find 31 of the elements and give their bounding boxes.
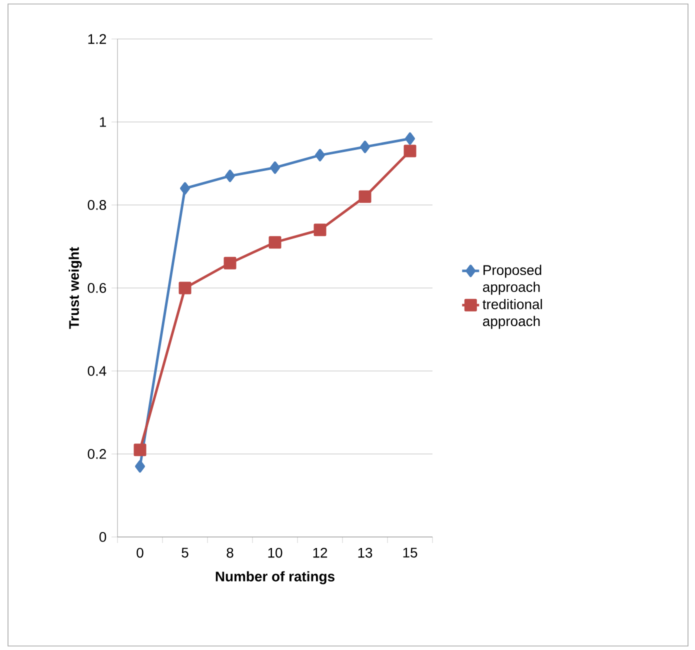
- x-axis-title: Number of ratings: [216, 571, 334, 584]
- point: [180, 182, 190, 195]
- point: [360, 140, 370, 154]
- y-tick-label: 0.4: [88, 366, 106, 376]
- point: [315, 148, 326, 162]
- y-tick-label: 0.2: [88, 449, 106, 459]
- point: [270, 161, 280, 174]
- y-tick-label: 1.2: [88, 34, 106, 44]
- point: [314, 224, 326, 236]
- y-tick-label: 1: [100, 117, 106, 127]
- y-axis-title: Trust weight: [68, 247, 82, 329]
- x-tick-label: 12: [313, 548, 328, 558]
- x-tick-label: 15: [403, 548, 418, 558]
- point: [224, 256, 236, 270]
- point: [134, 444, 146, 456]
- point: [225, 170, 236, 182]
- x-tick-label: 8: [226, 548, 234, 558]
- point: [135, 460, 146, 473]
- y-tick-label: 0.8: [88, 200, 106, 210]
- point: [268, 236, 282, 249]
- x-tick-label: 10: [268, 548, 282, 558]
- y-tick-label: 0.6: [88, 283, 106, 293]
- point: [404, 144, 416, 158]
- point: [178, 282, 192, 294]
- x-tick-label: 13: [358, 548, 372, 558]
- x-tick-label: 5: [182, 548, 188, 558]
- point: [405, 132, 415, 145]
- x-tick-label: 0: [136, 548, 144, 558]
- legend-label: treditional approach: [482, 298, 542, 329]
- y-tick-label: 0: [99, 532, 106, 542]
- point: [358, 190, 372, 203]
